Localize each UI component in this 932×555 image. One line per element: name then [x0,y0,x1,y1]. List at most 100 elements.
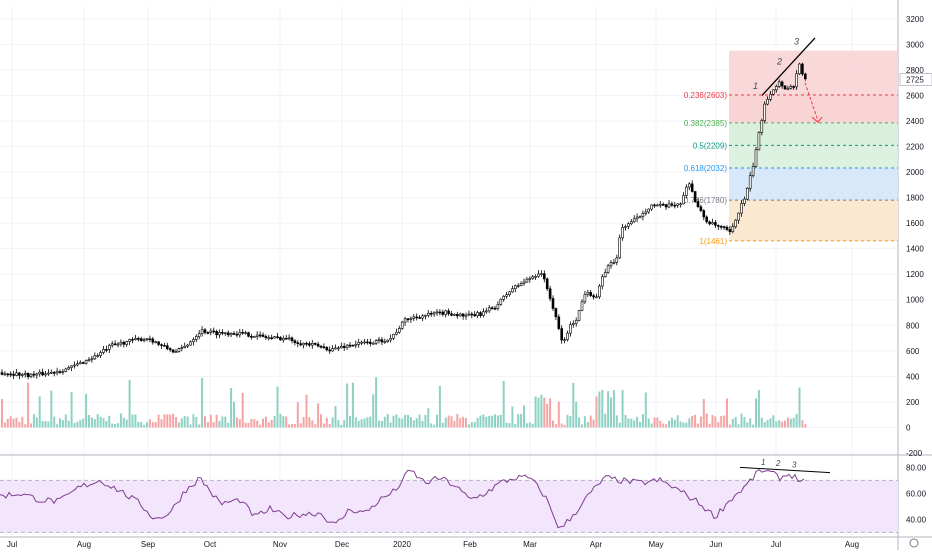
candle-body [716,225,720,227]
volume-bar [27,382,30,428]
volume-bar [482,414,485,428]
volume-bar [401,418,404,428]
candle-body [354,344,358,346]
time-tick-label: Aug [77,540,91,549]
candle-body [403,318,407,323]
candle-body [308,343,311,346]
candle-body [35,373,39,376]
volume-bar [421,421,424,428]
candle-body [618,237,622,259]
volume-bar [349,416,351,428]
candle-body [641,213,645,218]
candle-body [166,345,169,350]
candle-body [319,345,323,348]
candle-body [737,212,740,221]
volume-bars [1,377,807,428]
candle-body [351,344,355,347]
candle-body [41,371,44,376]
volume-bar [93,419,96,428]
candle-body [38,371,42,375]
volume-bar [543,397,546,428]
candle-body [803,73,807,80]
candle-body [122,341,126,345]
candle-body [160,344,163,346]
time-tick-label: Nov [273,540,287,549]
volume-bar [253,419,256,428]
volume-bar [604,413,607,428]
volume-bar [111,423,114,428]
volume-bar [64,414,67,428]
volume-bar [288,424,291,428]
volume-bar [192,414,195,428]
candle-body [685,186,688,196]
axes: -200 0 200 400 600 800 1000 1200 1400 1600 1800 200… [7,15,932,549]
candle-body [171,349,175,353]
volume-bar [540,394,543,428]
candle-body [603,272,607,278]
candle-body [763,103,767,121]
candle-body [714,222,717,226]
fib-zone [729,50,898,96]
candle-body [79,362,82,365]
candle-body [612,262,616,264]
candle-body [253,336,256,338]
candle-body [589,292,593,296]
candle-body [61,371,65,373]
candle-body [174,351,178,353]
candle-body [511,288,514,293]
fib-level-label: 0.618(2032) [684,164,727,173]
price-tick-label: 1600 [906,219,924,228]
candle-body [395,331,398,335]
candle-body [560,328,564,341]
volume-bar [160,419,163,428]
candle-body [337,347,340,350]
candle-body [261,334,265,337]
candle-body [200,329,204,334]
price-tick-label: 2000 [906,168,924,177]
price-tick-label: 2200 [906,142,924,151]
candle-body [0,372,4,375]
volume-bar [256,420,259,428]
fib-zone [729,145,898,168]
volume-bar [351,382,354,428]
volume-bar [804,424,807,428]
volume-bar [134,414,137,428]
candle-body [310,343,314,346]
candle-body [580,301,584,311]
candle-body [519,283,523,286]
candle-body [192,339,195,343]
time-tick-label: Jul [7,540,17,549]
volume-bar [563,424,566,428]
candle-body [96,355,99,357]
candle-body [438,311,442,314]
volume-bar [369,416,372,428]
volume-bar [241,392,244,428]
candle-body [740,203,743,214]
candle-body [119,341,123,345]
fib-level-label: 0.5(2209) [693,141,728,150]
volume-bar [502,380,505,428]
candle-body [218,332,221,336]
volume-bar [9,416,12,428]
price-tick-label: 3000 [906,40,924,49]
volume-bar [102,418,105,428]
candle-body [566,332,569,340]
candle-body [554,308,558,318]
volume-bar [479,415,482,428]
volume-bar [198,424,201,428]
candle-body [113,343,117,346]
volume-bar [90,417,93,428]
volume-bar [82,418,85,428]
volume-bar [212,422,215,428]
volume-bar [299,423,302,428]
candle-body [702,210,706,218]
price-tick-label: 800 [906,321,920,330]
candle-body [87,359,91,361]
volume-bar [96,414,99,428]
candle-body [661,203,665,206]
candle-body [490,307,494,310]
time-tick-label: Oct [204,540,217,549]
volume-bar [424,414,427,428]
candle-body [339,346,343,349]
candle-body [624,226,627,228]
